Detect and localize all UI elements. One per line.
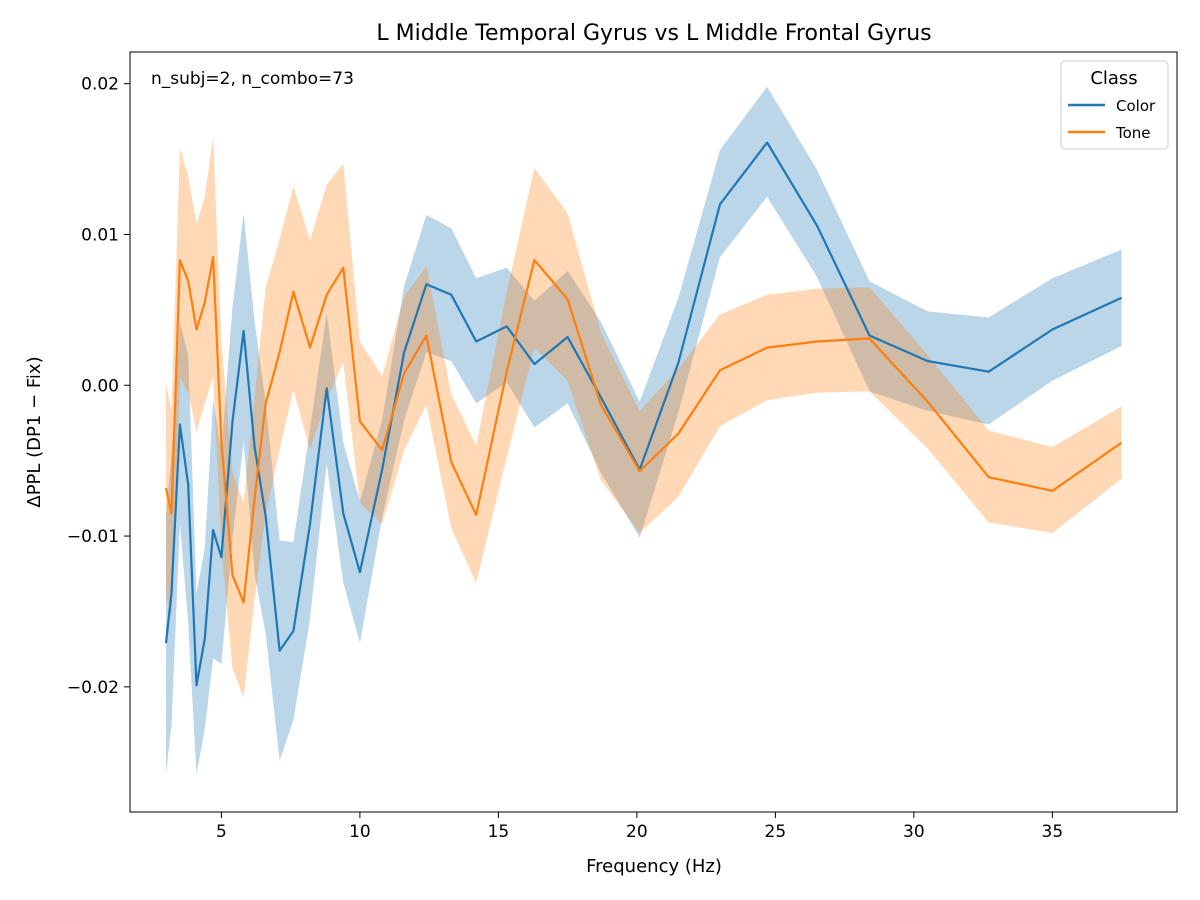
- legend: Class Color Tone: [1060, 60, 1169, 150]
- legend-box: [1060, 60, 1169, 150]
- x-axis: 5 10 15 20 25 30 35: [216, 812, 1063, 842]
- legend-label-tone: Tone: [1115, 124, 1151, 142]
- x-tick-label: 15: [488, 822, 510, 842]
- sample-size-annotation: n_subj=2, n_combo=73: [151, 69, 354, 89]
- confidence-band-color: [166, 86, 1122, 775]
- y-axis: −0.02 −0.01 0.00 0.01 0.02: [67, 75, 130, 698]
- confidence-band-tone: [166, 136, 1122, 698]
- series-line-color: [164, 141, 1123, 687]
- y-axis-label: ΔPPL (DP1 − Fix): [24, 356, 45, 507]
- legend-title: Class: [1090, 68, 1137, 89]
- y-tick-label: −0.02: [67, 678, 119, 698]
- x-axis-label: Frequency (Hz): [586, 856, 722, 877]
- x-tick-label: 10: [349, 822, 371, 842]
- x-tick-label: 35: [1042, 822, 1064, 842]
- x-tick-label: 20: [626, 822, 648, 842]
- x-tick-label: 30: [903, 822, 925, 842]
- series-line-tone: [164, 256, 1123, 604]
- y-tick-label: −0.01: [67, 527, 119, 547]
- chart-title: L Middle Temporal Gyrus vs L Middle Fron…: [376, 21, 931, 46]
- y-tick-label: 0.01: [81, 225, 119, 245]
- legend-label-color: Color: [1116, 97, 1156, 115]
- x-tick-label: 5: [216, 822, 227, 842]
- plot-area: [129, 51, 1178, 813]
- x-tick-label: 25: [765, 822, 787, 842]
- series-lines: [164, 141, 1123, 687]
- y-tick-label: 0.02: [81, 75, 119, 95]
- confidence-bands: [166, 86, 1122, 775]
- y-tick-label: 0.00: [81, 376, 119, 396]
